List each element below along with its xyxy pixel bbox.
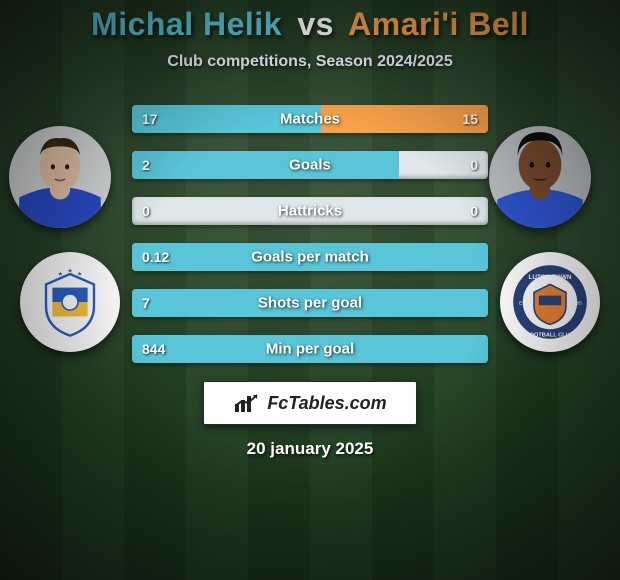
stat-row: Goals per match 0.12 <box>132 243 488 271</box>
title-vs: vs <box>297 6 334 42</box>
stat-value-right: 0 <box>470 203 478 219</box>
stat-bar-left <box>132 151 399 179</box>
stat-label: Shots per goal <box>258 295 362 312</box>
stat-label: Goals per match <box>251 249 369 266</box>
svg-text:FOOTBALL CLUB: FOOTBALL CLUB <box>526 332 573 338</box>
content-wrap: Michal Helik vs Amari'i Bell Club compet… <box>0 0 620 580</box>
stat-value-left: 7 <box>142 295 150 311</box>
stat-label: Matches <box>280 111 340 128</box>
stat-value-right: 0 <box>470 157 478 173</box>
player2-club-badge: LUTON TOWN FOOTBALL CLUB EST 1885 <box>500 252 600 352</box>
player1-club-badge <box>20 252 120 352</box>
comparison-bars: Matches 17 15 Goals 2 0 Hattricks 0 0 Goals per m… <box>132 105 488 363</box>
stat-row: Shots per goal 7 <box>132 289 488 317</box>
brand-badge: FcTables.com <box>203 381 417 425</box>
brand-icon <box>233 392 261 414</box>
stat-label: Goals <box>289 157 331 174</box>
svg-text:1885: 1885 <box>571 300 582 306</box>
title-player2: Amari'i Bell <box>348 6 529 42</box>
stat-value-right: 15 <box>462 111 478 127</box>
stat-value-left: 2 <box>142 157 150 173</box>
stat-value-left: 17 <box>142 111 158 127</box>
stat-label: Hattricks <box>278 203 342 220</box>
svg-text:LUTON TOWN: LUTON TOWN <box>528 274 571 281</box>
brand-text: FcTables.com <box>267 393 386 414</box>
stat-row: Goals 2 0 <box>132 151 488 179</box>
page-title: Michal Helik vs Amari'i Bell <box>0 6 620 43</box>
svg-text:EST: EST <box>519 300 528 306</box>
stat-row: Hattricks 0 0 <box>132 197 488 225</box>
stat-row: Matches 17 15 <box>132 105 488 133</box>
stat-value-left: 844 <box>142 341 165 357</box>
stat-value-left: 0 <box>142 203 150 219</box>
footer-date: 20 january 2025 <box>0 439 620 459</box>
stat-value-left: 0.12 <box>142 249 169 265</box>
stat-row: Min per goal 844 <box>132 335 488 363</box>
title-player1: Michal Helik <box>91 6 282 42</box>
player2-avatar <box>489 126 591 228</box>
player1-avatar <box>9 126 111 228</box>
subtitle: Club competitions, Season 2024/2025 <box>0 53 620 71</box>
stat-label: Min per goal <box>266 341 354 358</box>
